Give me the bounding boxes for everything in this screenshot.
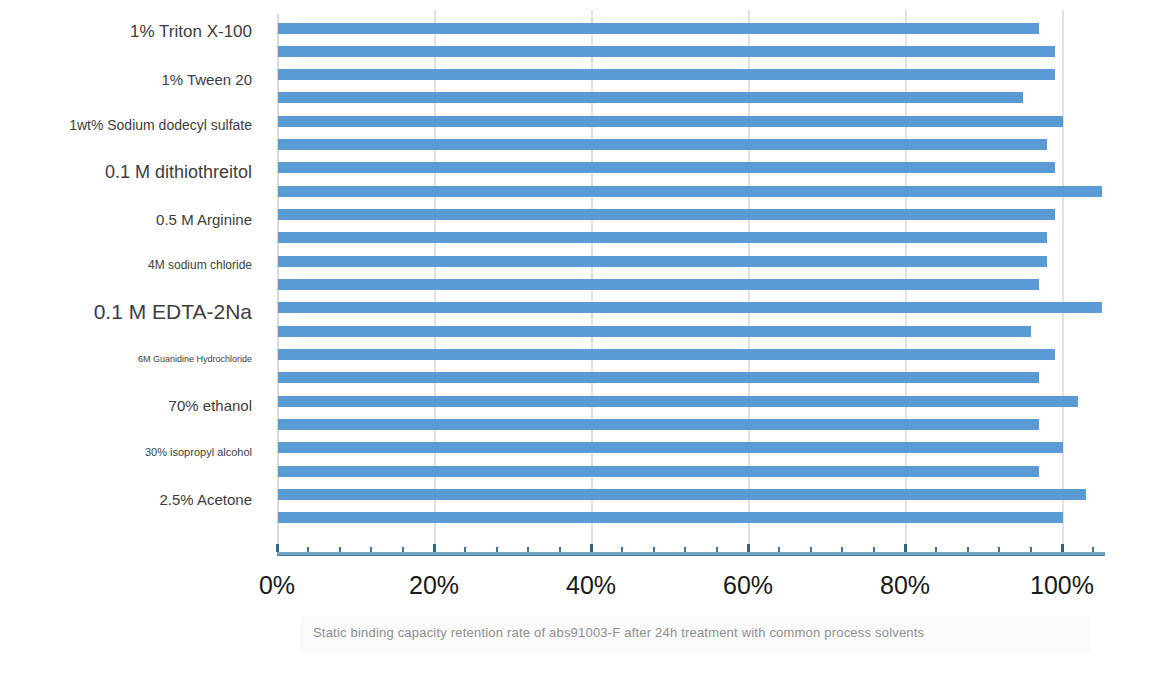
x-tick-label: 100% (1030, 571, 1094, 600)
x-tick-minor (810, 547, 812, 552)
bar (278, 186, 1102, 197)
x-tick-major (747, 544, 750, 552)
category-label: 0.1 M EDTA-2Na (0, 300, 252, 324)
bar (278, 162, 1055, 173)
x-tick-minor (684, 547, 686, 552)
x-tick-label: 60% (723, 571, 773, 600)
x-tick-label: 80% (880, 571, 930, 600)
plot-area: 1% Triton X-100 1% Tween 20 1wt% Sodium do… (0, 0, 1152, 677)
category-label: 0.5 M Arginine (0, 210, 252, 227)
category-label: 70% ethanol (0, 397, 252, 414)
bar (278, 256, 1047, 267)
category-label: 2.5% Acetone (0, 490, 252, 507)
x-tick-minor (496, 547, 498, 552)
x-tick-minor (464, 547, 466, 552)
caption: Static binding capacity retention rate o… (313, 625, 924, 640)
category-label: 0.1 M dithiothreitol (0, 161, 252, 182)
x-tick-major (1061, 544, 1064, 552)
x-axis-line (277, 552, 1105, 556)
gridline (1062, 10, 1064, 552)
bar (278, 419, 1039, 430)
x-tick-major (590, 544, 593, 552)
x-tick-label: 40% (566, 571, 616, 600)
category-label: 30% isopropyl alcohol (0, 446, 252, 458)
x-tick-major (433, 544, 436, 552)
bar (278, 396, 1079, 407)
x-tick-major (276, 544, 279, 552)
bar (278, 92, 1024, 103)
x-tick-minor (935, 547, 937, 552)
bar (278, 326, 1032, 337)
x-tick-minor (339, 547, 341, 552)
x-tick-minor (873, 547, 875, 552)
category-label: 1% Tween 20 (0, 70, 252, 87)
bar (278, 489, 1087, 500)
x-tick-minor (998, 547, 1000, 552)
bar (278, 209, 1055, 220)
bar (278, 372, 1039, 383)
bar (278, 69, 1055, 80)
x-tick-minor (841, 547, 843, 552)
bar (278, 46, 1055, 57)
bar (278, 23, 1039, 34)
x-tick-minor (402, 547, 404, 552)
x-tick-label: 20% (409, 571, 459, 600)
x-tick-minor (307, 547, 309, 552)
x-tick-minor (1030, 547, 1032, 552)
x-tick-major (904, 544, 907, 552)
category-label: 1wt% Sodium dodecyl sulfate (0, 117, 252, 133)
x-tick-minor (1092, 547, 1094, 552)
x-tick-minor (716, 547, 718, 552)
category-label: 6M Guanidine Hydrochloride (0, 354, 252, 364)
x-tick-label: 0% (259, 571, 295, 600)
bar-chart: 1% Triton X-100 1% Tween 20 1wt% Sodium do… (0, 0, 1152, 677)
bar (278, 232, 1047, 243)
x-tick-minor (370, 547, 372, 552)
bar (278, 302, 1102, 313)
x-tick-minor (527, 547, 529, 552)
x-tick-minor (653, 547, 655, 552)
bar (278, 442, 1063, 453)
category-label: 4M sodium chloride (0, 258, 252, 272)
bar (278, 466, 1039, 477)
x-tick-minor (559, 547, 561, 552)
x-tick-minor (621, 547, 623, 552)
category-label: 1% Triton X-100 (0, 22, 252, 42)
x-tick-minor (778, 547, 780, 552)
bar (278, 512, 1063, 523)
bar (278, 139, 1047, 150)
bar (278, 349, 1055, 360)
x-tick-minor (967, 547, 969, 552)
bar (278, 279, 1039, 290)
bar (278, 116, 1063, 127)
